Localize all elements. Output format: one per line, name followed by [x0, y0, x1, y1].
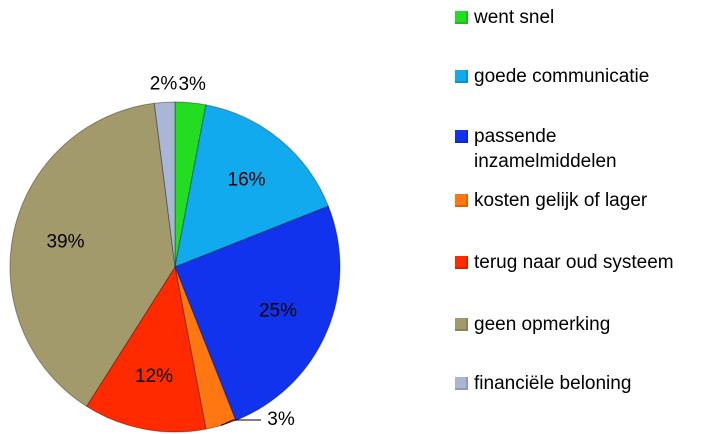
legend-label: terug naar oud systeem	[474, 252, 674, 273]
legend-item: went snel	[455, 5, 685, 30]
pie-slice	[153, 101, 176, 268]
pie-slice	[174, 205, 341, 422]
legend-label: goede communicatie	[474, 66, 650, 87]
legend-swatch	[455, 194, 468, 207]
data-label: 2%	[150, 73, 178, 94]
legend-swatch	[455, 256, 468, 269]
data-label: 25%	[259, 301, 297, 322]
legend-swatch	[455, 318, 468, 331]
legend-item: terug naar oud systeem	[455, 250, 685, 275]
leader-line	[220, 419, 262, 426]
pie-slice	[174, 104, 330, 268]
legend-item: geen opmerking	[455, 312, 685, 337]
legend-swatch	[455, 377, 468, 390]
legend-label: went snel	[474, 7, 555, 28]
legend-swatch	[455, 130, 468, 143]
pie-slice	[85, 265, 207, 433]
data-label: 3%	[178, 74, 206, 95]
pie-chart: 3% 16% 25% 3% 12% 39% 2%	[9, 73, 341, 433]
pie-slice	[174, 101, 207, 268]
legend-swatch	[455, 70, 468, 83]
legend-label: geen opmerking	[474, 314, 611, 335]
legend-label: kosten gelijk of lager	[474, 190, 648, 211]
legend-label: financiële beloning	[474, 373, 632, 394]
data-label: 3%	[267, 409, 295, 430]
data-label: 16%	[228, 170, 266, 191]
legend-item: kosten gelijk of lager	[455, 188, 685, 213]
legend-item: financiële beloning	[455, 371, 685, 396]
data-label: 12%	[135, 366, 173, 387]
pie-slice	[9, 102, 176, 408]
data-label: 39%	[46, 232, 84, 253]
legend-item: passende inzamelmiddelen	[455, 124, 685, 174]
legend-item: goede communicatie	[455, 64, 685, 89]
legend-swatch	[455, 11, 468, 24]
legend-label: passende inzamelmiddelen	[474, 126, 617, 172]
